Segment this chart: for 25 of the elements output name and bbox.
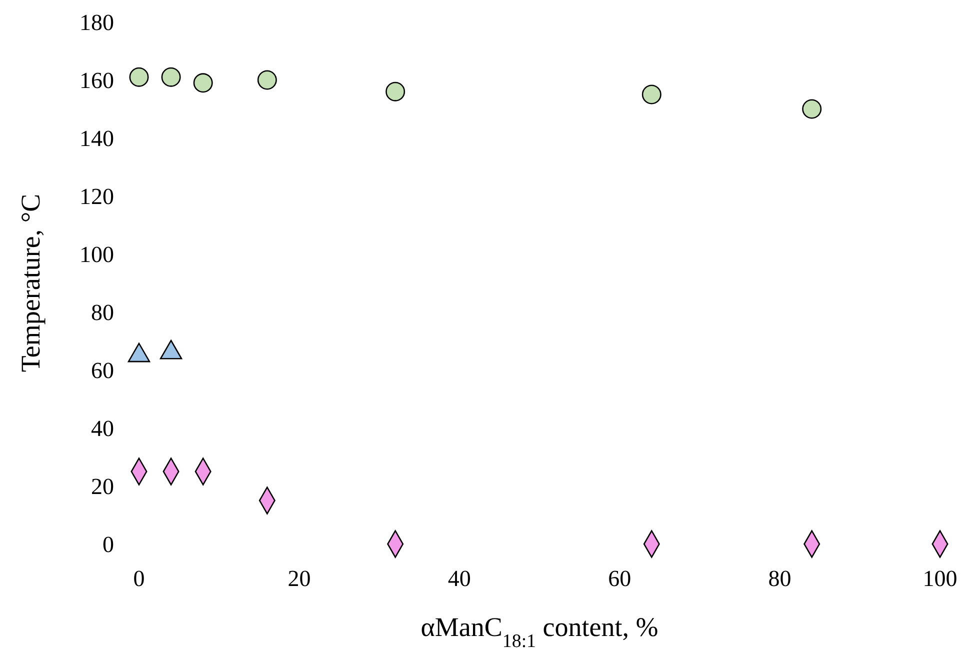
y-tick-label: 140 <box>80 126 114 152</box>
y-axis-title: Temperature, °C <box>15 194 46 372</box>
point <box>257 70 277 90</box>
point <box>129 67 149 87</box>
point <box>642 84 662 104</box>
point <box>193 73 213 93</box>
x-tick-label: 0 <box>133 566 145 591</box>
y-tick-label: 20 <box>91 474 114 500</box>
y-tick-label: 160 <box>80 68 114 94</box>
y-tick-label: 100 <box>80 242 114 268</box>
x-tick-label: 60 <box>608 566 632 591</box>
y-tick-label: 180 <box>80 10 114 36</box>
y-tick-label: 40 <box>91 416 114 442</box>
y-tick-label: 60 <box>91 358 114 384</box>
point <box>802 99 822 119</box>
x-tick-label: 100 <box>922 566 958 591</box>
point <box>386 82 406 102</box>
point <box>161 67 181 87</box>
y-tick-label: 0 <box>102 532 114 558</box>
x-axis-title: αManC$_{18:1}$ content, % <box>420 612 658 652</box>
x-tick-label: 80 <box>768 566 792 591</box>
x-tick-label: 40 <box>448 566 471 591</box>
y-tick-label: 120 <box>80 184 114 210</box>
x-tick-label: 20 <box>288 566 311 591</box>
y-tick-label: 80 <box>91 300 114 326</box>
